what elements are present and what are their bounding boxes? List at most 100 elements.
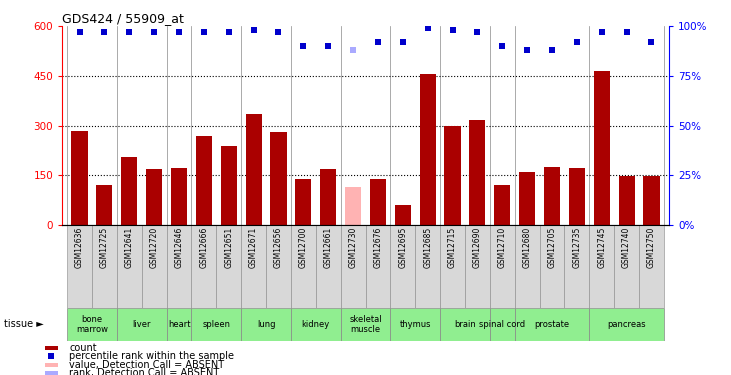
Text: GSM12661: GSM12661: [324, 226, 333, 268]
Text: GSM12666: GSM12666: [200, 226, 208, 268]
Bar: [440, 308, 490, 341]
Text: GSM12636: GSM12636: [75, 226, 84, 268]
Bar: [192, 225, 216, 308]
Bar: [96, 185, 113, 225]
Bar: [618, 176, 635, 225]
Bar: [589, 308, 664, 341]
Bar: [216, 225, 241, 308]
Bar: [221, 146, 237, 225]
Bar: [614, 225, 639, 308]
Bar: [341, 308, 390, 341]
Bar: [465, 225, 490, 308]
Text: spleen: spleen: [202, 320, 230, 329]
Bar: [92, 225, 117, 308]
Bar: [569, 168, 585, 225]
Bar: [167, 225, 192, 308]
Bar: [420, 74, 436, 225]
Bar: [45, 371, 58, 375]
Bar: [544, 167, 560, 225]
Text: lung: lung: [257, 320, 276, 329]
Bar: [494, 185, 510, 225]
Bar: [121, 157, 137, 225]
Bar: [564, 225, 589, 308]
Text: GSM12740: GSM12740: [622, 226, 631, 268]
Text: GSM12750: GSM12750: [647, 226, 656, 268]
Text: heart: heart: [167, 320, 190, 329]
Bar: [639, 225, 664, 308]
Bar: [345, 187, 361, 225]
Bar: [295, 179, 311, 225]
Text: GSM12676: GSM12676: [374, 226, 382, 268]
Bar: [266, 225, 291, 308]
Bar: [589, 225, 614, 308]
Text: GSM12725: GSM12725: [100, 226, 109, 268]
Text: GSM12730: GSM12730: [349, 226, 357, 268]
Text: GSM12735: GSM12735: [572, 226, 581, 268]
Bar: [142, 225, 167, 308]
Bar: [444, 126, 461, 225]
Bar: [519, 172, 535, 225]
Bar: [415, 225, 440, 308]
Bar: [67, 225, 92, 308]
Bar: [291, 308, 341, 341]
Bar: [171, 168, 187, 225]
Text: tissue ►: tissue ►: [4, 320, 43, 329]
Text: GSM12685: GSM12685: [423, 226, 432, 268]
Bar: [390, 308, 440, 341]
Bar: [440, 225, 465, 308]
Bar: [370, 179, 386, 225]
Bar: [390, 225, 415, 308]
Text: GSM12700: GSM12700: [299, 226, 308, 268]
Text: GSM12651: GSM12651: [224, 226, 233, 268]
Bar: [45, 346, 58, 350]
Bar: [196, 136, 212, 225]
Bar: [291, 225, 316, 308]
Text: GSM12720: GSM12720: [150, 226, 159, 268]
Text: GSM12695: GSM12695: [398, 226, 407, 268]
Bar: [539, 225, 564, 308]
Text: prostate: prostate: [534, 320, 569, 329]
Text: GSM12680: GSM12680: [523, 226, 531, 268]
Text: GSM12641: GSM12641: [125, 226, 134, 268]
Text: bone
marrow: bone marrow: [76, 315, 108, 334]
Bar: [320, 169, 336, 225]
Text: value, Detection Call = ABSENT: value, Detection Call = ABSENT: [69, 360, 224, 370]
Bar: [515, 225, 539, 308]
Bar: [490, 308, 515, 341]
Bar: [643, 176, 659, 225]
Bar: [167, 308, 192, 341]
Text: GSM12671: GSM12671: [249, 226, 258, 268]
Bar: [117, 225, 142, 308]
Text: percentile rank within the sample: percentile rank within the sample: [69, 351, 235, 361]
Bar: [341, 225, 366, 308]
Text: GDS424 / 55909_at: GDS424 / 55909_at: [62, 12, 184, 25]
Bar: [246, 114, 262, 225]
Bar: [45, 363, 58, 367]
Bar: [270, 132, 287, 225]
Text: count: count: [69, 343, 97, 353]
Text: kidney: kidney: [302, 320, 330, 329]
Bar: [241, 225, 266, 308]
Bar: [316, 225, 341, 308]
Text: thymus: thymus: [399, 320, 431, 329]
Bar: [67, 308, 117, 341]
Text: GSM12710: GSM12710: [498, 226, 507, 268]
Bar: [515, 308, 589, 341]
Text: pancreas: pancreas: [607, 320, 646, 329]
Text: GSM12690: GSM12690: [473, 226, 482, 268]
Text: skeletal
muscle: skeletal muscle: [349, 315, 382, 334]
Text: GSM12745: GSM12745: [597, 226, 606, 268]
Text: brain: brain: [454, 320, 476, 329]
Bar: [72, 130, 88, 225]
Text: spinal cord: spinal cord: [480, 320, 526, 329]
Bar: [395, 205, 411, 225]
Text: GSM12705: GSM12705: [548, 226, 556, 268]
Bar: [366, 225, 390, 308]
Text: GSM12646: GSM12646: [175, 226, 183, 268]
Text: rank, Detection Call = ABSENT: rank, Detection Call = ABSENT: [69, 368, 220, 375]
Text: GSM12715: GSM12715: [448, 226, 457, 268]
Bar: [117, 308, 167, 341]
Bar: [146, 169, 162, 225]
Bar: [469, 120, 485, 225]
Bar: [241, 308, 291, 341]
